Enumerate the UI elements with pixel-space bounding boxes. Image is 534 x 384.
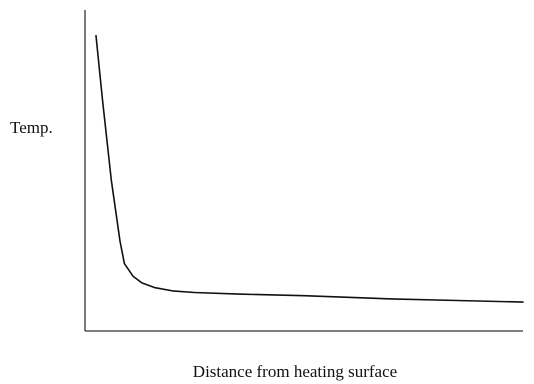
y-axis-label: Temp. bbox=[10, 118, 53, 137]
x-axis-label: Distance from heating surface bbox=[193, 362, 397, 381]
series bbox=[95, 34, 524, 303]
series-line-1 bbox=[95, 34, 524, 303]
axes bbox=[84, 10, 523, 332]
